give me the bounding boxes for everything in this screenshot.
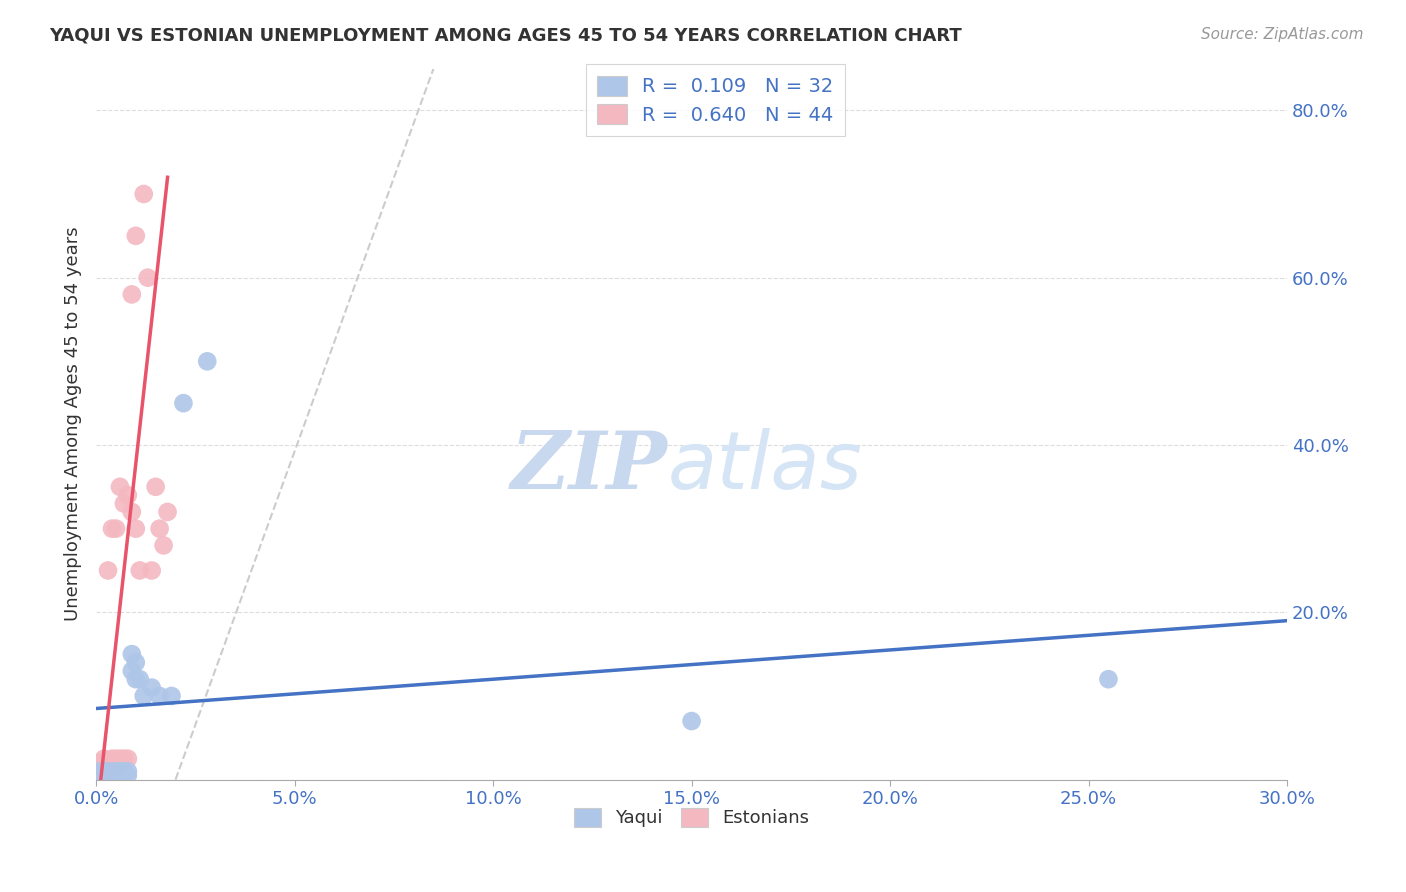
Point [101,768,124,782]
Legend: Yaqui, Estonians: Yaqui, Estonians [567,801,817,835]
Point [93,764,115,779]
Point [195,354,218,368]
Point [117,752,139,766]
Point [93,756,115,770]
Point [93,768,115,782]
Text: Source: ZipAtlas.com: Source: ZipAtlas.com [1201,27,1364,42]
Point [149,522,172,536]
Point [101,522,124,536]
Point [108,764,131,779]
Point [136,270,159,285]
Text: YAQUI VS ESTONIAN UNEMPLOYMENT AMONG AGES 45 TO 54 YEARS CORRELATION CHART: YAQUI VS ESTONIAN UNEMPLOYMENT AMONG AGE… [49,27,962,45]
Point [97,760,120,774]
Point [104,522,127,536]
Point [121,664,143,678]
Point [108,752,131,766]
Point [149,689,172,703]
Point [108,756,131,770]
Point [101,756,124,770]
Point [121,647,143,661]
Point [104,768,127,782]
Point [104,768,127,782]
Point [145,480,167,494]
Point [97,564,120,578]
Point [101,752,124,766]
Point [117,768,139,782]
Point [160,689,183,703]
Point [121,505,143,519]
Point [104,764,127,779]
Point [89,768,111,782]
Point [112,768,135,782]
Point [93,752,115,766]
Point [108,768,131,782]
Point [89,768,111,782]
Point [132,186,155,201]
Point [89,760,111,774]
Point [125,656,148,670]
Point [89,764,111,779]
Point [108,480,131,494]
Point [89,756,111,770]
Point [141,681,163,695]
Point [89,764,111,779]
Point [112,497,135,511]
Point [93,764,115,779]
Point [104,768,127,782]
Point [104,760,127,774]
Point [132,689,155,703]
Point [93,768,115,782]
Point [1097,672,1119,686]
Point [681,714,703,728]
Point [117,764,139,779]
Point [117,488,139,502]
Point [121,287,143,301]
Point [97,764,120,779]
Point [172,396,194,410]
Text: ZIP: ZIP [510,428,668,506]
Point [89,768,111,782]
Point [93,768,115,782]
Point [93,764,115,779]
Y-axis label: Unemployment Among Ages 45 to 54 years: Unemployment Among Ages 45 to 54 years [65,227,82,622]
Point [125,522,148,536]
Point [128,672,150,686]
Point [104,752,127,766]
Point [125,228,148,243]
Point [97,768,120,782]
Point [112,764,135,779]
Point [128,564,150,578]
Text: atlas: atlas [668,428,862,506]
Point [101,764,124,779]
Point [152,538,174,552]
Point [125,672,148,686]
Point [97,768,120,782]
Point [97,764,120,779]
Point [97,756,120,770]
Point [89,768,111,782]
Point [101,768,124,782]
Point [112,752,135,766]
Point [97,768,120,782]
Point [89,764,111,779]
Point [156,505,179,519]
Point [141,564,163,578]
